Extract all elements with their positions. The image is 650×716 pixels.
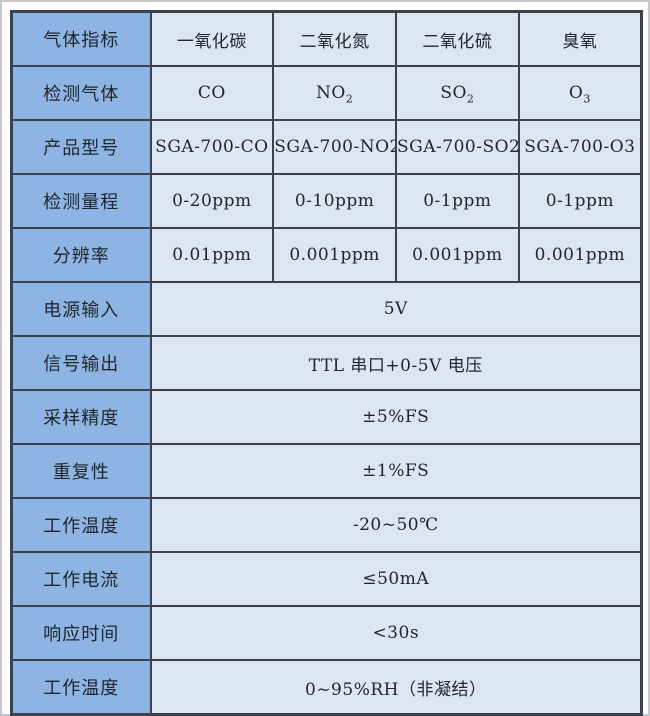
row-gas-index: 气体指标 一氧化碳 二氧化氮 二氧化硫 臭氧 — [10, 10, 643, 67]
row-working-temperature: 工作温度 -20~50℃ — [10, 497, 643, 553]
gas-name-cell: 二氧化氮 — [272, 10, 397, 67]
row-working-current: 工作电流 ≤50mA — [10, 551, 643, 607]
row-label-working-current: 工作电流 — [10, 551, 152, 607]
range-cell: 0-20ppm — [149, 173, 275, 229]
row-label-working-humidity: 工作温度 — [10, 659, 152, 716]
working-humidity-value: 0~95%RH（非凝结） — [149, 659, 643, 716]
row-response-time: 响应时间 <30s — [10, 605, 643, 661]
gas-name-cell: 一氧化碳 — [149, 10, 275, 67]
resolution-cell: 0.001ppm — [517, 227, 643, 283]
row-power-input: 电源输入 5V — [10, 281, 643, 337]
formula-subscript: 2 — [466, 92, 475, 106]
row-detection-range: 检测量程 0-20ppm 0-10ppm 0-1ppm 0-1ppm — [10, 173, 643, 229]
range-cell: 0-1ppm — [517, 173, 643, 229]
row-detected-gas: 检测气体 CO NO2 SO2 O3 — [10, 65, 643, 121]
model-cell: SGA-700-NO2 — [272, 119, 397, 175]
resolution-cell: 0.001ppm — [395, 227, 520, 283]
working-current-value: ≤50mA — [149, 551, 643, 607]
gas-name-cell: 二氧化硫 — [395, 10, 520, 67]
formula-base: NO — [315, 83, 346, 103]
resolution-cell: 0.01ppm — [149, 227, 275, 283]
gas-sensor-spec-table: 气体指标 一氧化碳 二氧化氮 二氧化硫 臭氧 检测气体 CO NO2 SO2 O… — [10, 10, 643, 716]
row-sampling-accuracy: 采样精度 ±5%FS — [10, 389, 643, 445]
row-label-response-time: 响应时间 — [10, 605, 152, 661]
row-product-model: 产品型号 SGA-700-CO SGA-700-NO2 SGA-700-SO2 … — [10, 119, 643, 175]
signal-output-value: TTL 串口+0-5V 电压 — [149, 335, 643, 391]
row-label-detection-range: 检测量程 — [10, 173, 152, 229]
resolution-cell: 0.001ppm — [272, 227, 397, 283]
sampling-accuracy-value: ±5%FS — [149, 389, 643, 445]
model-cell: SGA-700-SO2 — [395, 119, 520, 175]
gas-formula-cell: NO2 — [272, 65, 397, 121]
gas-formula-cell: O3 — [517, 65, 643, 121]
row-label-working-temperature: 工作温度 — [10, 497, 152, 553]
range-cell: 0-10ppm — [272, 173, 397, 229]
gas-formula-cell: CO — [149, 65, 275, 121]
power-input-value: 5V — [149, 281, 643, 337]
row-label-power-input: 电源输入 — [10, 281, 152, 337]
formula-base: CO — [197, 83, 226, 103]
working-temperature-value: -20~50℃ — [149, 497, 643, 553]
row-label-product-model: 产品型号 — [10, 119, 152, 175]
formula-base: SO — [440, 83, 467, 103]
model-cell: SGA-700-CO — [149, 119, 275, 175]
gas-name-cell: 臭氧 — [517, 10, 643, 67]
formula-subscript: 2 — [345, 92, 354, 106]
row-label-detected-gas: 检测气体 — [10, 65, 152, 121]
row-working-humidity: 工作温度 0~95%RH（非凝结） — [10, 659, 643, 716]
row-label-gas-index: 气体指标 — [10, 10, 152, 67]
row-label-signal-output: 信号输出 — [10, 335, 152, 391]
gas-formula-cell: SO2 — [395, 65, 520, 121]
formula-base: O — [568, 83, 584, 103]
repeatability-value: ±1%FS — [149, 443, 643, 499]
formula-subscript: 3 — [583, 92, 591, 106]
row-label-sampling-accuracy: 采样精度 — [10, 389, 152, 445]
row-label-resolution: 分辨率 — [10, 227, 152, 283]
row-resolution: 分辨率 0.01ppm 0.001ppm 0.001ppm 0.001ppm — [10, 227, 643, 283]
row-signal-output: 信号输出 TTL 串口+0-5V 电压 — [10, 335, 643, 391]
row-repeatability: 重复性 ±1%FS — [10, 443, 643, 499]
response-time-value: <30s — [149, 605, 643, 661]
row-label-repeatability: 重复性 — [10, 443, 152, 499]
range-cell: 0-1ppm — [395, 173, 520, 229]
model-cell: SGA-700-O3 — [517, 119, 643, 175]
